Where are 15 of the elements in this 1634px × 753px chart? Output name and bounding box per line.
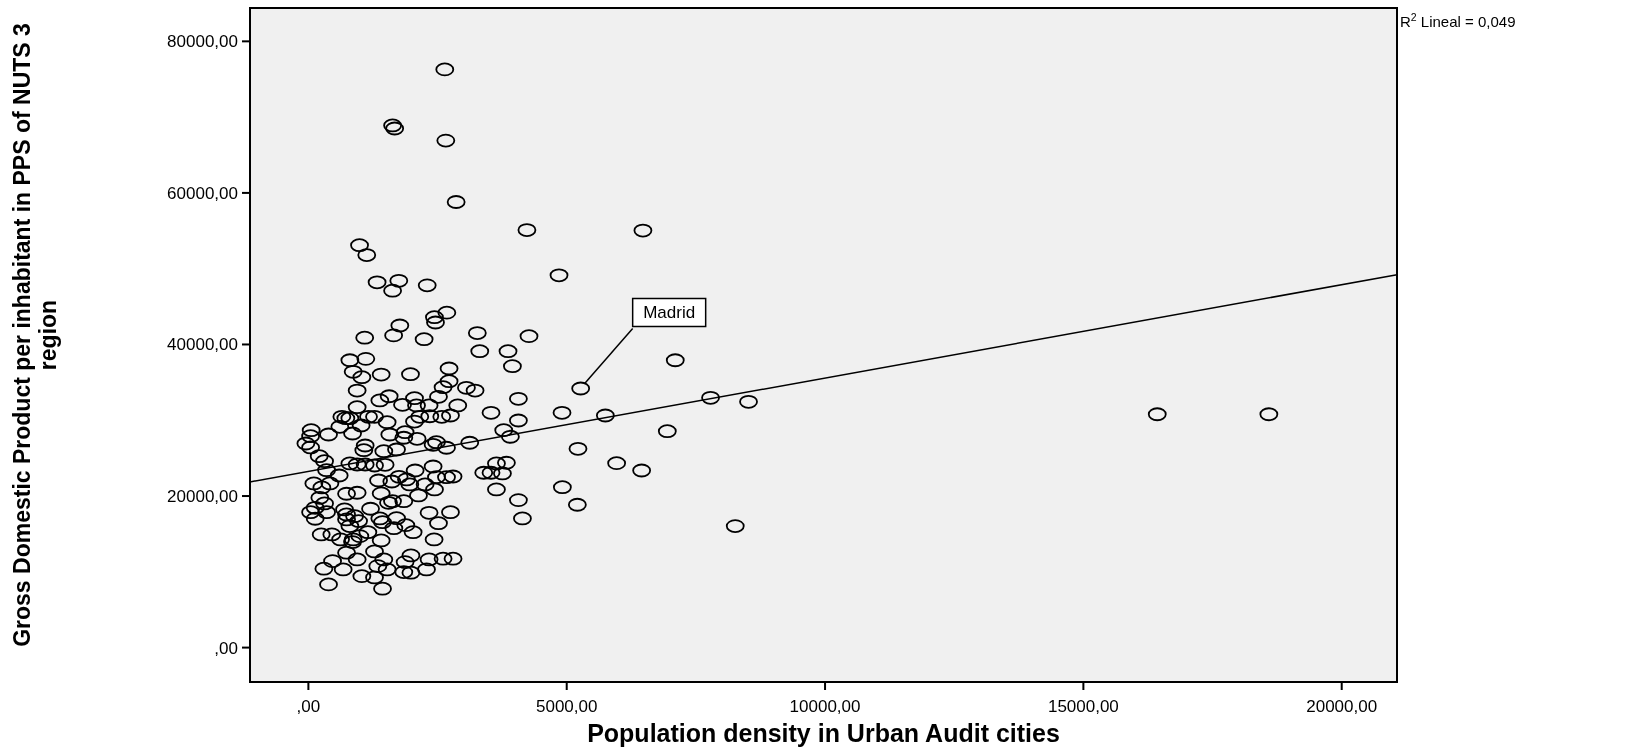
x-tick-label: ,00 (296, 697, 321, 716)
y-axis-title: Gross Domestic Product per inhabitant in PPS of NUTS 3 region (9, 23, 61, 647)
y-tick-label: ,00 (214, 638, 238, 658)
y-tick-label: 80000,00 (167, 32, 238, 52)
text: R$^{2}$ Lineal = 0,049 (1400, 11, 1516, 30)
x-axis-title: Population density in Urban Audit cities (587, 719, 1060, 747)
x-tick-label: 10000,00 (789, 697, 861, 716)
label-callout: Madrid (583, 297, 707, 385)
y-tick-label: 20000,00 (167, 487, 238, 507)
y-tick-label: 40000,00 (167, 335, 238, 355)
x-tick-label: 15000,00 (1047, 697, 1119, 716)
x-tick-label: 5000,00 (535, 697, 598, 716)
x-tick-label: 20000,00 (1306, 697, 1378, 716)
annotation: Madrid (643, 303, 696, 323)
y-tick-label: 60000,00 (167, 183, 238, 203)
